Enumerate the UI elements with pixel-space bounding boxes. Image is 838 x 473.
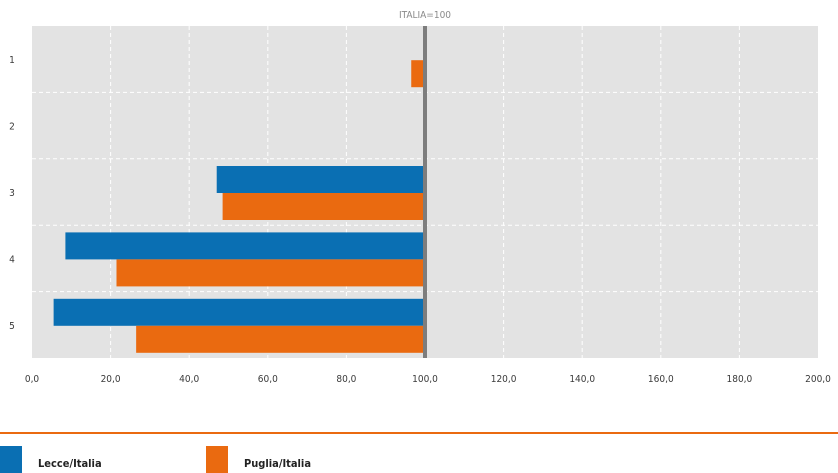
bar-lecce-italia-3 bbox=[216, 166, 425, 193]
legend-swatch bbox=[0, 446, 22, 473]
x-tick-label: 60,0 bbox=[258, 374, 278, 385]
reference-line-label: ITALIA=100 bbox=[399, 10, 451, 21]
legend-swatch bbox=[206, 446, 228, 473]
bar-puglia-italia-5 bbox=[136, 325, 425, 353]
x-tick-label: 100,0 bbox=[412, 374, 438, 385]
bar-lecce-italia-4 bbox=[65, 232, 425, 260]
x-tick-label: 120,0 bbox=[491, 374, 517, 385]
category-label: 4 bbox=[9, 254, 15, 265]
x-tick-label: 180,0 bbox=[727, 374, 753, 385]
category-label: 5 bbox=[9, 321, 15, 332]
x-tick-label: 20,0 bbox=[101, 374, 121, 385]
bar-puglia-italia-1 bbox=[411, 60, 425, 88]
category-label: 2 bbox=[9, 122, 15, 133]
bar-puglia-italia-3 bbox=[222, 193, 425, 220]
category-label: 3 bbox=[9, 188, 15, 199]
legend-label: Lecce/Italia bbox=[38, 457, 102, 470]
x-tick-label: 40,0 bbox=[179, 374, 199, 385]
category-label: 1 bbox=[9, 55, 15, 66]
x-tick-label: 160,0 bbox=[648, 374, 674, 385]
x-tick-label: 0,0 bbox=[25, 374, 40, 385]
x-tick-label: 140,0 bbox=[569, 374, 595, 385]
legend-label: Puglia/Italia bbox=[244, 457, 311, 470]
bar-puglia-italia-4 bbox=[116, 259, 426, 287]
x-tick-label: 80,0 bbox=[336, 374, 356, 385]
bar-lecce-italia-5 bbox=[53, 298, 426, 326]
x-tick-label: 200,0 bbox=[805, 374, 831, 385]
